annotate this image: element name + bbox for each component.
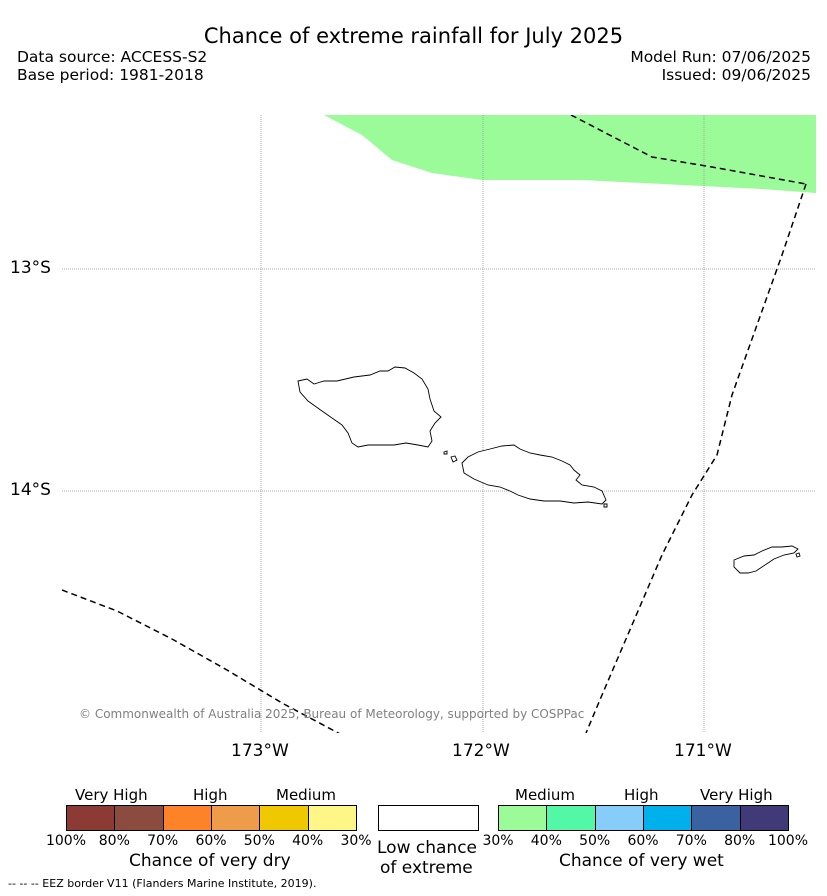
lon-label-173w: 173°W <box>231 741 289 761</box>
map-canvas <box>62 115 816 733</box>
map-title: Chance of extreme rainfall for July 2025 <box>203 24 624 48</box>
dry-swatch-0 <box>67 806 116 830</box>
dry-category-high: High <box>193 786 228 804</box>
savaii-island <box>297 366 442 448</box>
dry-tick-label: 60% <box>195 833 227 849</box>
wet-swatch-5 <box>740 806 788 830</box>
dry-tick-label: 70% <box>147 833 179 849</box>
tutuila-island <box>733 545 799 574</box>
wet-colorbar <box>498 805 789 831</box>
wet-probability-region <box>324 115 816 193</box>
lon-label-171w: 171°W <box>674 741 732 761</box>
dry-colorbar-label: Chance of very dry <box>129 851 291 871</box>
eez-border <box>62 115 807 733</box>
wet-swatch-1 <box>547 806 596 830</box>
dry-tick-label: 80% <box>98 833 130 849</box>
eez-border-southwest <box>62 589 340 733</box>
dry-colorbar <box>66 805 357 831</box>
eez-border-north <box>570 115 807 185</box>
low-chance-label-line2: of extreme <box>380 858 473 878</box>
nuulopa-island <box>603 503 608 508</box>
dry-category-medium: Medium <box>276 786 336 804</box>
dry-tick-label: 50% <box>243 833 275 849</box>
copyright-notice: © Commonwealth of Australia 2025, Bureau… <box>79 707 585 721</box>
eez-border-east <box>585 183 807 733</box>
dry-swatch-3 <box>211 806 261 830</box>
dry-tick-label: 40% <box>292 833 324 849</box>
data-source: Data source: ACCESS-S2 <box>17 48 208 66</box>
upolu-island <box>461 444 607 505</box>
wet-swatch-0 <box>499 806 548 830</box>
low-chance-label-line1: Low chance <box>377 838 477 858</box>
dry-swatch-5 <box>308 806 356 830</box>
dry-swatch-4 <box>260 806 309 830</box>
apolima-island <box>443 450 448 455</box>
lon-label-172w: 172°W <box>452 741 510 761</box>
wet-tick-label: 80% <box>724 833 756 849</box>
wet-category-very-high: Very High <box>700 786 773 804</box>
wet-tick-label: 100% <box>767 833 809 849</box>
wet-swatch-3 <box>643 806 693 830</box>
wet-tick-label: 60% <box>627 833 659 849</box>
issued-date: Issued: 09/06/2025 <box>661 66 811 84</box>
wet-swatch-2 <box>595 806 644 830</box>
dry-tick-label: 100% <box>45 833 87 849</box>
dry-tick-label: 30% <box>340 833 372 849</box>
graticule <box>62 115 816 733</box>
wet-colorbar-label: Chance of very wet <box>559 851 724 871</box>
dry-category-very-high: Very High <box>75 786 148 804</box>
base-period: Base period: 1981-2018 <box>17 66 204 84</box>
model-run: Model Run: 07/06/2025 <box>630 48 811 66</box>
wet-tick-label: 50% <box>579 833 611 849</box>
lat-label-14s: 14°S <box>10 480 51 500</box>
wet-category-high: High <box>624 786 659 804</box>
aunuu-island <box>795 552 801 558</box>
map-panel <box>62 115 816 733</box>
coastlines <box>297 366 801 574</box>
dry-swatch-1 <box>115 806 164 830</box>
wet-category-medium: Medium <box>515 786 575 804</box>
wet-tick-label: 40% <box>530 833 562 849</box>
dry-swatch-2 <box>163 806 212 830</box>
wet-swatch-4 <box>692 806 741 830</box>
lat-label-13s: 13°S <box>10 258 51 278</box>
manono-island <box>450 455 458 463</box>
wet-tick-label: 30% <box>482 833 514 849</box>
wet-tick-label: 70% <box>675 833 707 849</box>
low-chance-swatch <box>378 805 479 831</box>
eez-footnote: -- -- -- EEZ border V11 (Flanders Marine… <box>8 877 317 890</box>
